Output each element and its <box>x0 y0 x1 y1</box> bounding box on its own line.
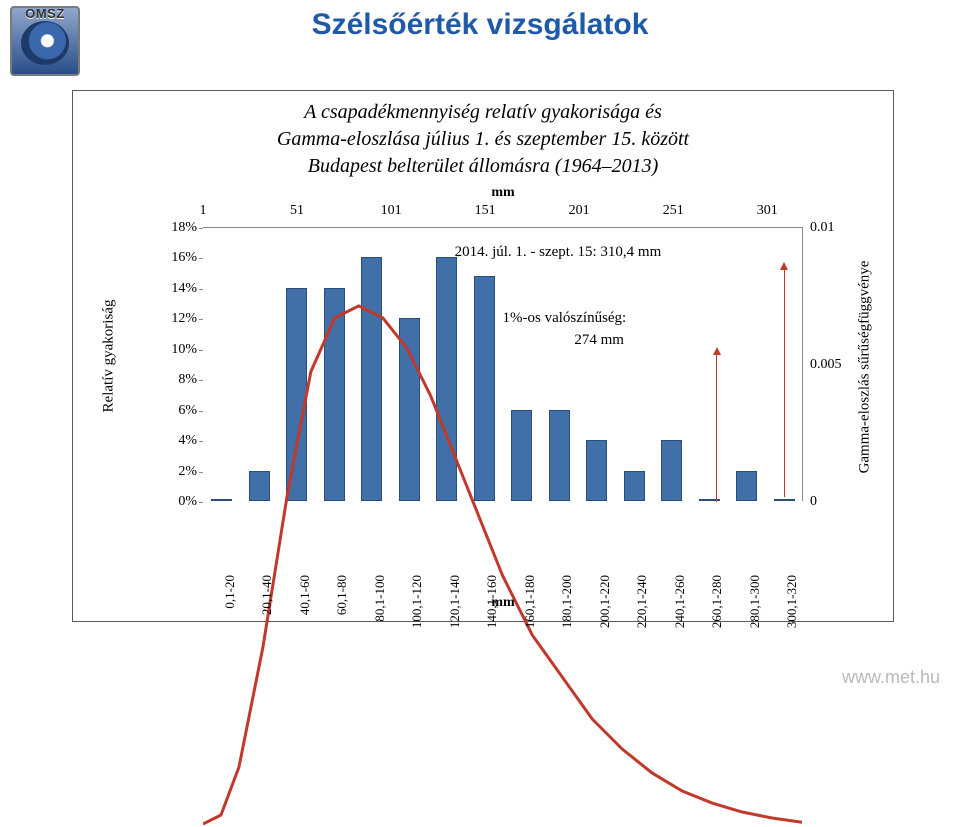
y2-tick: 0 <box>810 494 860 510</box>
top-tick: 1 <box>200 203 207 219</box>
annotation-prob1: 1%-os valószínűség: <box>503 310 627 327</box>
arrow-head-icon <box>780 258 788 270</box>
arrow-event <box>784 266 785 496</box>
x-tick: 260,1-280 <box>709 575 725 628</box>
x-tick: 180,1-200 <box>559 575 575 628</box>
y-tick: 4% <box>153 433 197 449</box>
y-tick: 2% <box>153 464 197 480</box>
top-x-axis: mm 151101151201251301 <box>203 203 803 223</box>
annotation-prob2: 274 mm <box>574 332 624 349</box>
y-tick: 8% <box>153 372 197 388</box>
annotation-event: 2014. júl. 1. - szept. 15: 310,4 mm <box>455 244 662 261</box>
x-tick: 80,1-100 <box>372 575 388 622</box>
x-tick: 300,1-320 <box>784 575 800 628</box>
x-tick: 240,1-260 <box>672 575 688 628</box>
x-tick: 100,1-120 <box>409 575 425 628</box>
subtitle-line: Gamma-eloszlása július 1. és szeptember … <box>277 128 689 150</box>
y-tick: 18% <box>153 220 197 236</box>
x-tick: 40,1-60 <box>297 575 313 615</box>
top-tick: 201 <box>569 203 590 219</box>
x-tick: 280,1-300 <box>747 575 763 628</box>
top-tick: 51 <box>290 203 304 219</box>
top-tick: 101 <box>381 203 402 219</box>
page-title: Szélsőérték vizsgálatok <box>0 8 960 42</box>
x-tick: 140,1-160 <box>484 575 500 628</box>
footer-link[interactable]: www.met.hu <box>842 667 940 688</box>
subtitle-line: A csapadékmennyiség relatív gyakorisága … <box>304 101 662 123</box>
x-tick: 220,1-240 <box>634 575 650 628</box>
y-tick: 10% <box>153 342 197 358</box>
plot-inner: 2014. júl. 1. - szept. 15: 310,4 mm 1%-o… <box>203 228 802 501</box>
top-tick: 151 <box>475 203 496 219</box>
chart-container: A csapadékmennyiség relatív gyakorisága … <box>72 90 894 622</box>
y-tick: 14% <box>153 281 197 297</box>
x-tick: 60,1-80 <box>334 575 350 615</box>
y-tick: 16% <box>153 250 197 266</box>
top-tick: 301 <box>757 203 778 219</box>
y2-tick: 0.01 <box>810 220 860 236</box>
y-axis-label: Relatív gyakoriság <box>101 300 118 413</box>
top-tick: 251 <box>663 203 684 219</box>
y2-tick: 0.005 <box>810 357 860 373</box>
y-tick: 12% <box>153 311 197 327</box>
y-tick: 6% <box>153 403 197 419</box>
x-tick: 120,1-140 <box>447 575 463 628</box>
x-tick: 160,1-180 <box>522 575 538 628</box>
top-axis-label: mm <box>203 185 803 201</box>
chart-subtitle: A csapadékmennyiség relatív gyakorisága … <box>73 99 893 180</box>
x-tick: 20,1-40 <box>259 575 275 615</box>
arrow-prob <box>716 349 717 502</box>
plot-area: 2014. júl. 1. - szept. 15: 310,4 mm 1%-o… <box>203 227 803 501</box>
subtitle-line: Budapest belterület állomásra (1964–2013… <box>308 155 659 177</box>
y-tick: 0% <box>153 494 197 510</box>
x-tick: 200,1-220 <box>597 575 613 628</box>
y2-axis-label: Gamma-eloszlás sűrűségfüggvénye <box>857 260 874 473</box>
x-tick: 0,1-20 <box>222 575 238 609</box>
